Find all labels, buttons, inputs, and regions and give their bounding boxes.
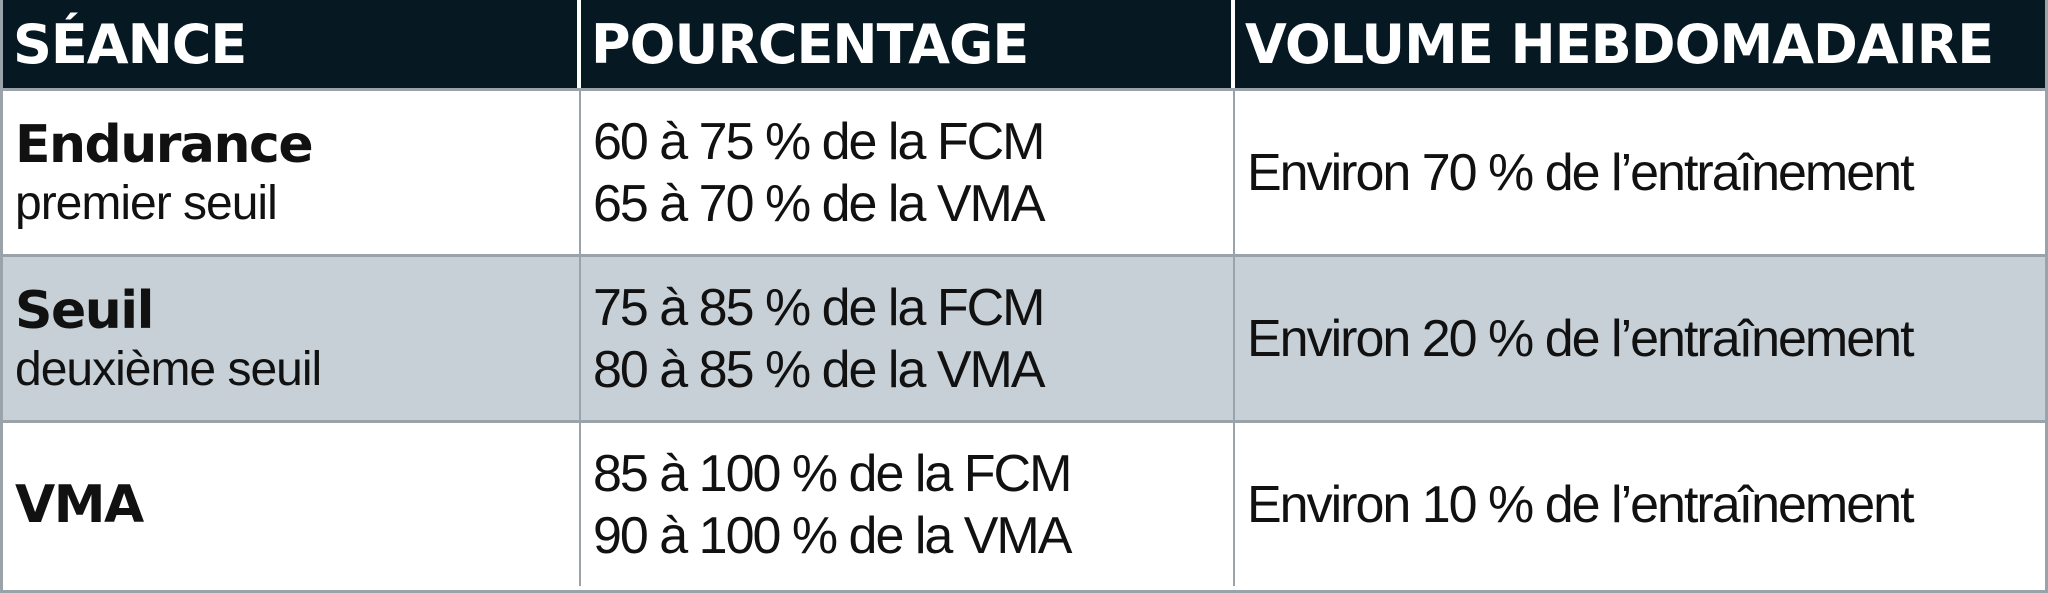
percentage-vma: 80 à 85 % de la VMA [593,340,1046,399]
percentage-fcm: 75 à 85 % de la FCM [593,278,1045,337]
session-cell: Seuil deuxième seuil [3,257,581,420]
column-header-volume: VOLUME HEBDOMADAIRE [1245,12,1994,76]
session-name: Endurance [15,114,314,175]
percentage-fcm: 60 à 75 % de la FCM [593,112,1045,171]
percentage-cell: 85 à 100 % de la FCM 90 à 100 % de la VM… [581,423,1235,586]
session-subtitle: premier seuil [15,176,278,230]
percentage-cell: 75 à 85 % de la FCM 80 à 85 % de la VMA [581,257,1235,420]
table-row-endurance: Endurance premier seuil 60 à 75 % de la … [3,88,2045,254]
weekly-volume: Environ 70 % de l’entraînement [1247,143,1915,202]
percentage-cell: 60 à 75 % de la FCM 65 à 70 % de la VMA [581,91,1235,254]
percentage-vma: 90 à 100 % de la VMA [593,506,1072,565]
percentage-fcm: 85 à 100 % de la FCM [593,444,1072,503]
session-cell: Endurance premier seuil [3,91,581,254]
table-row-seuil: Seuil deuxième seuil 75 à 85 % de la FCM… [3,254,2045,420]
volume-cell: Environ 20 % de l’entraînement [1235,257,2045,420]
column-header-pourcentage: POURCENTAGE [581,0,1235,88]
session-cell: VMA [3,423,581,586]
percentage-vma: 65 à 70 % de la VMA [593,174,1046,233]
column-header-seance: SÉANCE [3,0,581,88]
session-name: VMA [15,474,144,535]
weekly-volume: Environ 20 % de l’entraînement [1247,309,1915,368]
volume-cell: Environ 70 % de l’entraînement [1235,91,2045,254]
volume-cell: Environ 10 % de l’entraînement [1235,423,2045,586]
table-header-row: SÉANCE POURCENTAGE VOLUME HEBDOMADAIRE [3,0,2045,88]
session-name: Seuil [15,280,154,341]
table-row-vma: VMA 85 à 100 % de la FCM 90 à 100 % de l… [3,420,2045,586]
weekly-volume: Environ 10 % de l’entraînement [1247,475,1915,534]
session-subtitle: deuxième seuil [15,342,322,396]
